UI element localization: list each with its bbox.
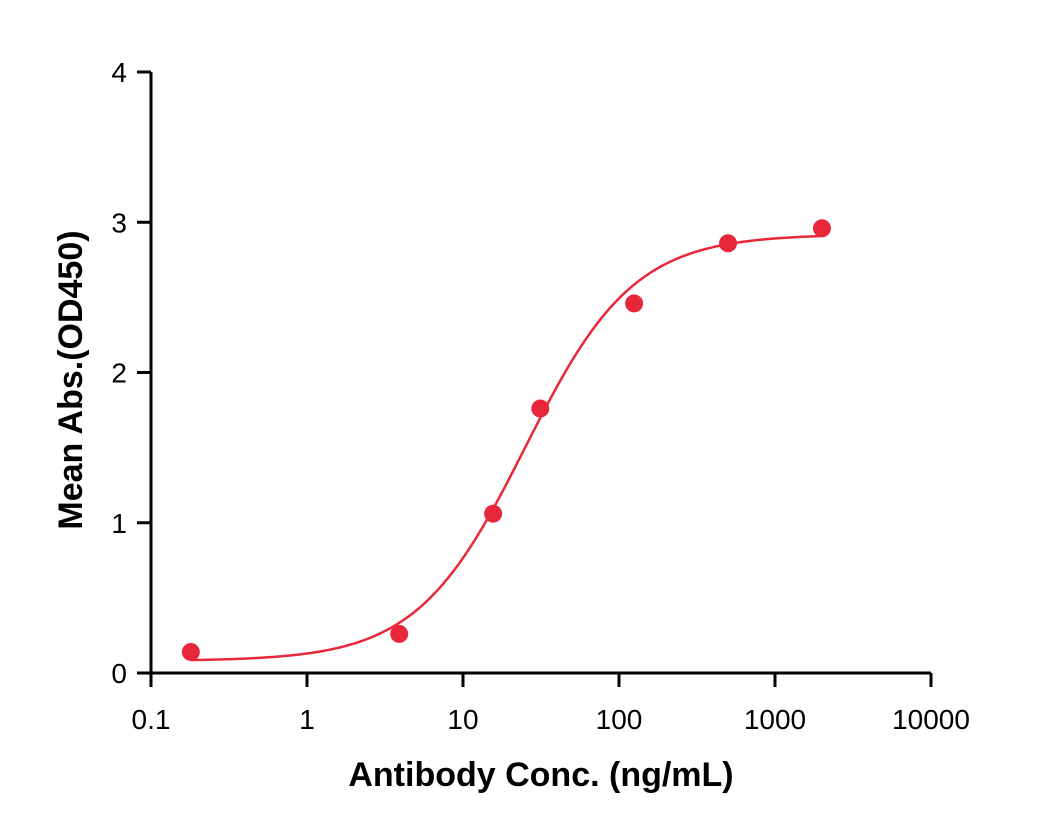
- y-tick-label: 3: [111, 207, 127, 238]
- x-axis-title: Antibody Conc. (ng/mL): [348, 756, 733, 794]
- x-tick-label: 10: [447, 704, 478, 735]
- x-tick-label: 100: [596, 704, 643, 735]
- data-point: [625, 294, 644, 313]
- axes-layer: [149, 72, 931, 675]
- y-tick-label: 1: [111, 508, 127, 539]
- x-tick-label: 1: [299, 704, 315, 735]
- data-points-layer: [181, 219, 831, 661]
- data-point: [531, 399, 550, 418]
- y-tick-label: 0: [111, 658, 127, 689]
- data-point: [484, 504, 503, 523]
- x-tick-label: 10000: [892, 704, 970, 735]
- y-tick-label: 4: [111, 57, 127, 88]
- fit-curve-layer: [190, 234, 822, 662]
- data-point: [390, 624, 409, 643]
- data-point: [181, 642, 200, 661]
- x-tick-label: 0.1: [132, 704, 171, 735]
- fit-curve: [190, 234, 822, 662]
- y-tick-label: 2: [111, 358, 127, 389]
- y-axis-title: Mean Abs.(OD450): [52, 230, 90, 529]
- data-point: [812, 219, 831, 238]
- x-tick-label: 1000: [744, 704, 806, 735]
- ticks-layer: 0.1 1 10 100 1000 10000 0 1 2 3 4: [111, 57, 970, 735]
- data-point: [719, 234, 738, 253]
